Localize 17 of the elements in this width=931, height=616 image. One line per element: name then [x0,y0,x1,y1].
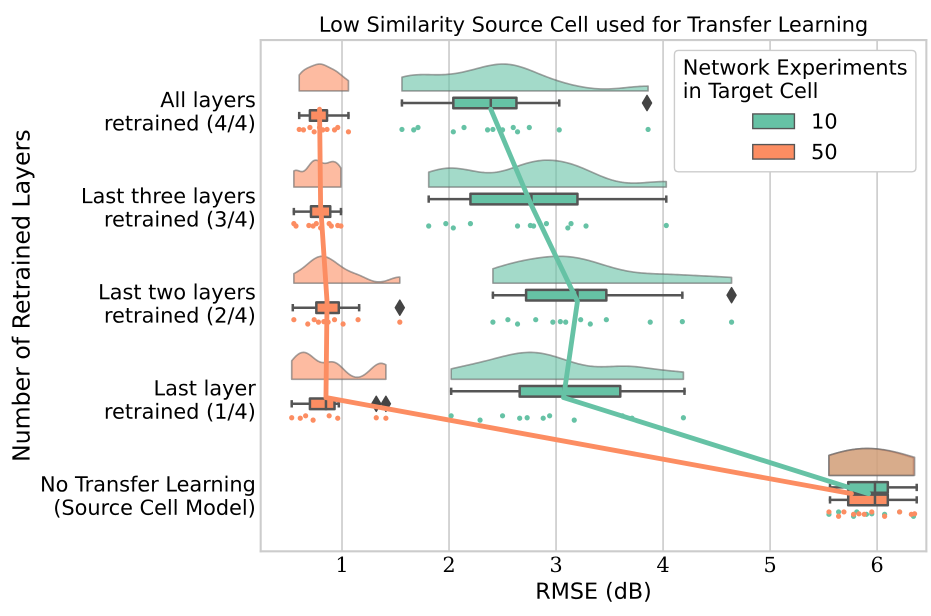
y-tick-label: Last two layers retrained (2/4) [100,283,255,326]
legend-label: 50 [812,144,836,160]
y-tick-label: Last three layers retrained (3/4) [83,187,255,230]
y-tick-label: Last layer retrained (1/4) [106,380,256,422]
x-axis-title: RMSE (dB) [537,582,650,602]
legend-label: 10 [813,113,836,129]
y-axis-title: Number of Retrained Layers [12,130,34,460]
x-tick-label: 2 [444,556,454,572]
x-tick-label: 6 [872,556,882,572]
chart-title: Low Similarity Source Cell used for Transfer Learning [320,16,866,36]
x-tick-label: 3 [551,556,562,572]
x-tick-label: 5 [765,556,776,572]
x-tick-label: 4 [657,556,669,572]
y-tick-label: All layers retrained (4/4) [106,91,255,134]
legend-title: Network Experiments in Target Cell [684,58,907,102]
y-tick-label: No Transfer Learning (Source Cell Model) [42,476,254,518]
x-tick-label: 1 [338,556,346,572]
